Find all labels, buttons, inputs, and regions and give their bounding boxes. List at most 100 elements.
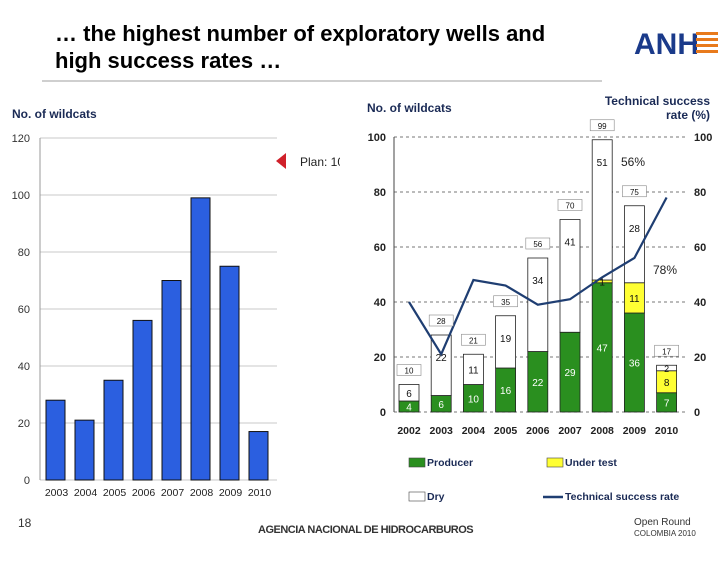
legend-swatch-dry [408, 491, 426, 502]
wildcats-bar-chart: No. of wildcats 0 20 40 60 80 100 120 2003 2004… [12, 107, 340, 499]
chart1-bar-2006 [132, 319, 153, 481]
label-producer-2007: 29 [564, 368, 576, 379]
bar-dry-2002 [398, 384, 420, 402]
bar-dry-2005 [495, 315, 517, 369]
technical-success-rate-line [408, 196, 668, 357]
label-producer-2004: 10 [468, 394, 480, 405]
label-producer-2002: 4 [406, 403, 412, 414]
chart1-bar-2003 [45, 399, 66, 481]
label-dry-2007: 41 [564, 238, 576, 249]
label-producer-2008: 47 [597, 343, 609, 354]
chart2-ytick-right: 0 [694, 407, 700, 419]
label-producer-2005: 16 [500, 386, 512, 397]
chart2-ytick-left: 40 [374, 297, 386, 309]
chart1-ytick: 0 [24, 475, 30, 487]
chart1-xtick-2009: 2009 [219, 487, 243, 499]
chart1-bar-2004 [74, 419, 95, 481]
legend-label-producer: Producer [427, 457, 473, 469]
title-divider [42, 80, 602, 82]
chart2-ytick-right: 100 [694, 132, 712, 144]
chart1-bar-2007 [161, 280, 182, 481]
chart1-ytick: 120 [12, 133, 30, 145]
chart1-xtick-2006: 2006 [132, 487, 156, 499]
chart1-bar-2009 [219, 265, 240, 481]
label-total-2006: 56 [533, 240, 542, 249]
label-total-2005: 35 [501, 298, 510, 307]
bar-dry-2004 [463, 353, 484, 385]
bar-dry-2009 [623, 205, 645, 284]
chart1-ytick: 60 [18, 304, 30, 316]
chart2-xtick-2005: 2005 [494, 425, 518, 437]
chart1-ylabel: No. of wildcats [12, 107, 97, 121]
chart2-ytick-left: 60 [374, 242, 386, 254]
chart1-xtick-2003: 2003 [45, 487, 69, 499]
chart2-ytick-left: 80 [374, 187, 386, 199]
total-box-2004 [461, 333, 486, 346]
chart2-xtick-2006: 2006 [526, 425, 550, 437]
open-round-logo: Open Round COLOMBIA 2010 [634, 517, 696, 539]
chart1-xtick-2008: 2008 [190, 487, 214, 499]
legend-swatch-producer [408, 457, 426, 468]
chart1-xtick-2010: 2010 [248, 487, 272, 499]
chart2-ytick-left: 20 [374, 352, 386, 364]
label-total-2009: 75 [630, 188, 639, 197]
chart2-legend: Producer Under test Dry Technical success r… [408, 457, 679, 503]
chart2-xtick-2004: 2004 [462, 425, 486, 437]
label-dry-2002: 6 [406, 389, 412, 400]
legend-label-dry: Dry [427, 491, 445, 503]
total-box-2007 [557, 199, 583, 211]
label-dry-2003: 22 [436, 353, 448, 364]
chart2-ytick-right: 20 [694, 352, 706, 364]
chart1-bar-2010 [248, 431, 269, 481]
title-line-2: high success rates … [55, 48, 282, 73]
label-dry-2005: 19 [500, 334, 512, 345]
label-producer-2010: 7 [664, 398, 670, 409]
label-dry-2004: 11 [468, 365, 479, 376]
total-box-2006 [525, 237, 551, 250]
chart1-ytick: 20 [18, 418, 30, 430]
label-total-2010: 17 [662, 347, 671, 356]
legend-label-under-test: Under test [565, 457, 617, 469]
label-dry-2006: 34 [532, 276, 544, 287]
title-line-1: … the highest number of exploratory well… [55, 21, 546, 46]
annotation-78: 78% [653, 263, 677, 277]
label-under-test-2010: 8 [664, 378, 670, 389]
chart2-ytick-right: 60 [694, 242, 706, 254]
label-under-test-2009: 11 [629, 294, 640, 305]
total-box-2003 [428, 314, 454, 327]
anh-logo-text: ANH [634, 28, 699, 60]
chart2-ytick-left: 100 [368, 132, 386, 144]
page-number: 18 [18, 516, 32, 530]
label-dry-2009: 28 [629, 224, 641, 235]
chart1-ytick: 80 [18, 247, 30, 259]
legend-swatch-under-test [546, 457, 564, 468]
annotation-56: 56% [621, 155, 645, 169]
anh-logo: ANH [634, 28, 718, 60]
footer-agency: AGENCIA NACIONAL DE HIDROCARBUROS [258, 524, 474, 536]
chart1-bar-2008 [190, 197, 211, 481]
open-round-line-2: COLOMBIA 2010 [634, 529, 696, 538]
label-dry-2008: 51 [597, 158, 609, 169]
chart1-xtick-2004: 2004 [74, 487, 98, 499]
plan-marker [276, 153, 286, 169]
bar-dry-2010 [656, 364, 678, 372]
total-box-2010 [654, 344, 679, 357]
total-box-2009 [622, 185, 647, 198]
label-producer-2009: 36 [629, 359, 641, 370]
chart2-ylabel-right-1: Technical success [605, 94, 710, 108]
total-box-2008 [589, 119, 615, 132]
total-box-2005 [493, 295, 518, 308]
bar-dry-2003 [430, 334, 452, 396]
label-total-2003: 28 [437, 317, 446, 326]
slide-title: … the highest number of exploratory well… [55, 20, 615, 74]
open-round-line-1: Open Round [634, 517, 691, 528]
label-under-test-2008: 1 [599, 277, 605, 288]
bar-dry-2007 [559, 219, 581, 333]
chart2-ytick-right: 80 [694, 187, 706, 199]
chart2-ylabel-left: No. of wildcats [367, 101, 452, 115]
chart2-xtick-2010: 2010 [655, 425, 679, 437]
label-total-2008: 99 [598, 122, 607, 131]
chart1-ytick: 40 [18, 361, 30, 373]
chart2-xtick-2003: 2003 [430, 425, 454, 437]
chart2-xtick-2008: 2008 [591, 425, 615, 437]
